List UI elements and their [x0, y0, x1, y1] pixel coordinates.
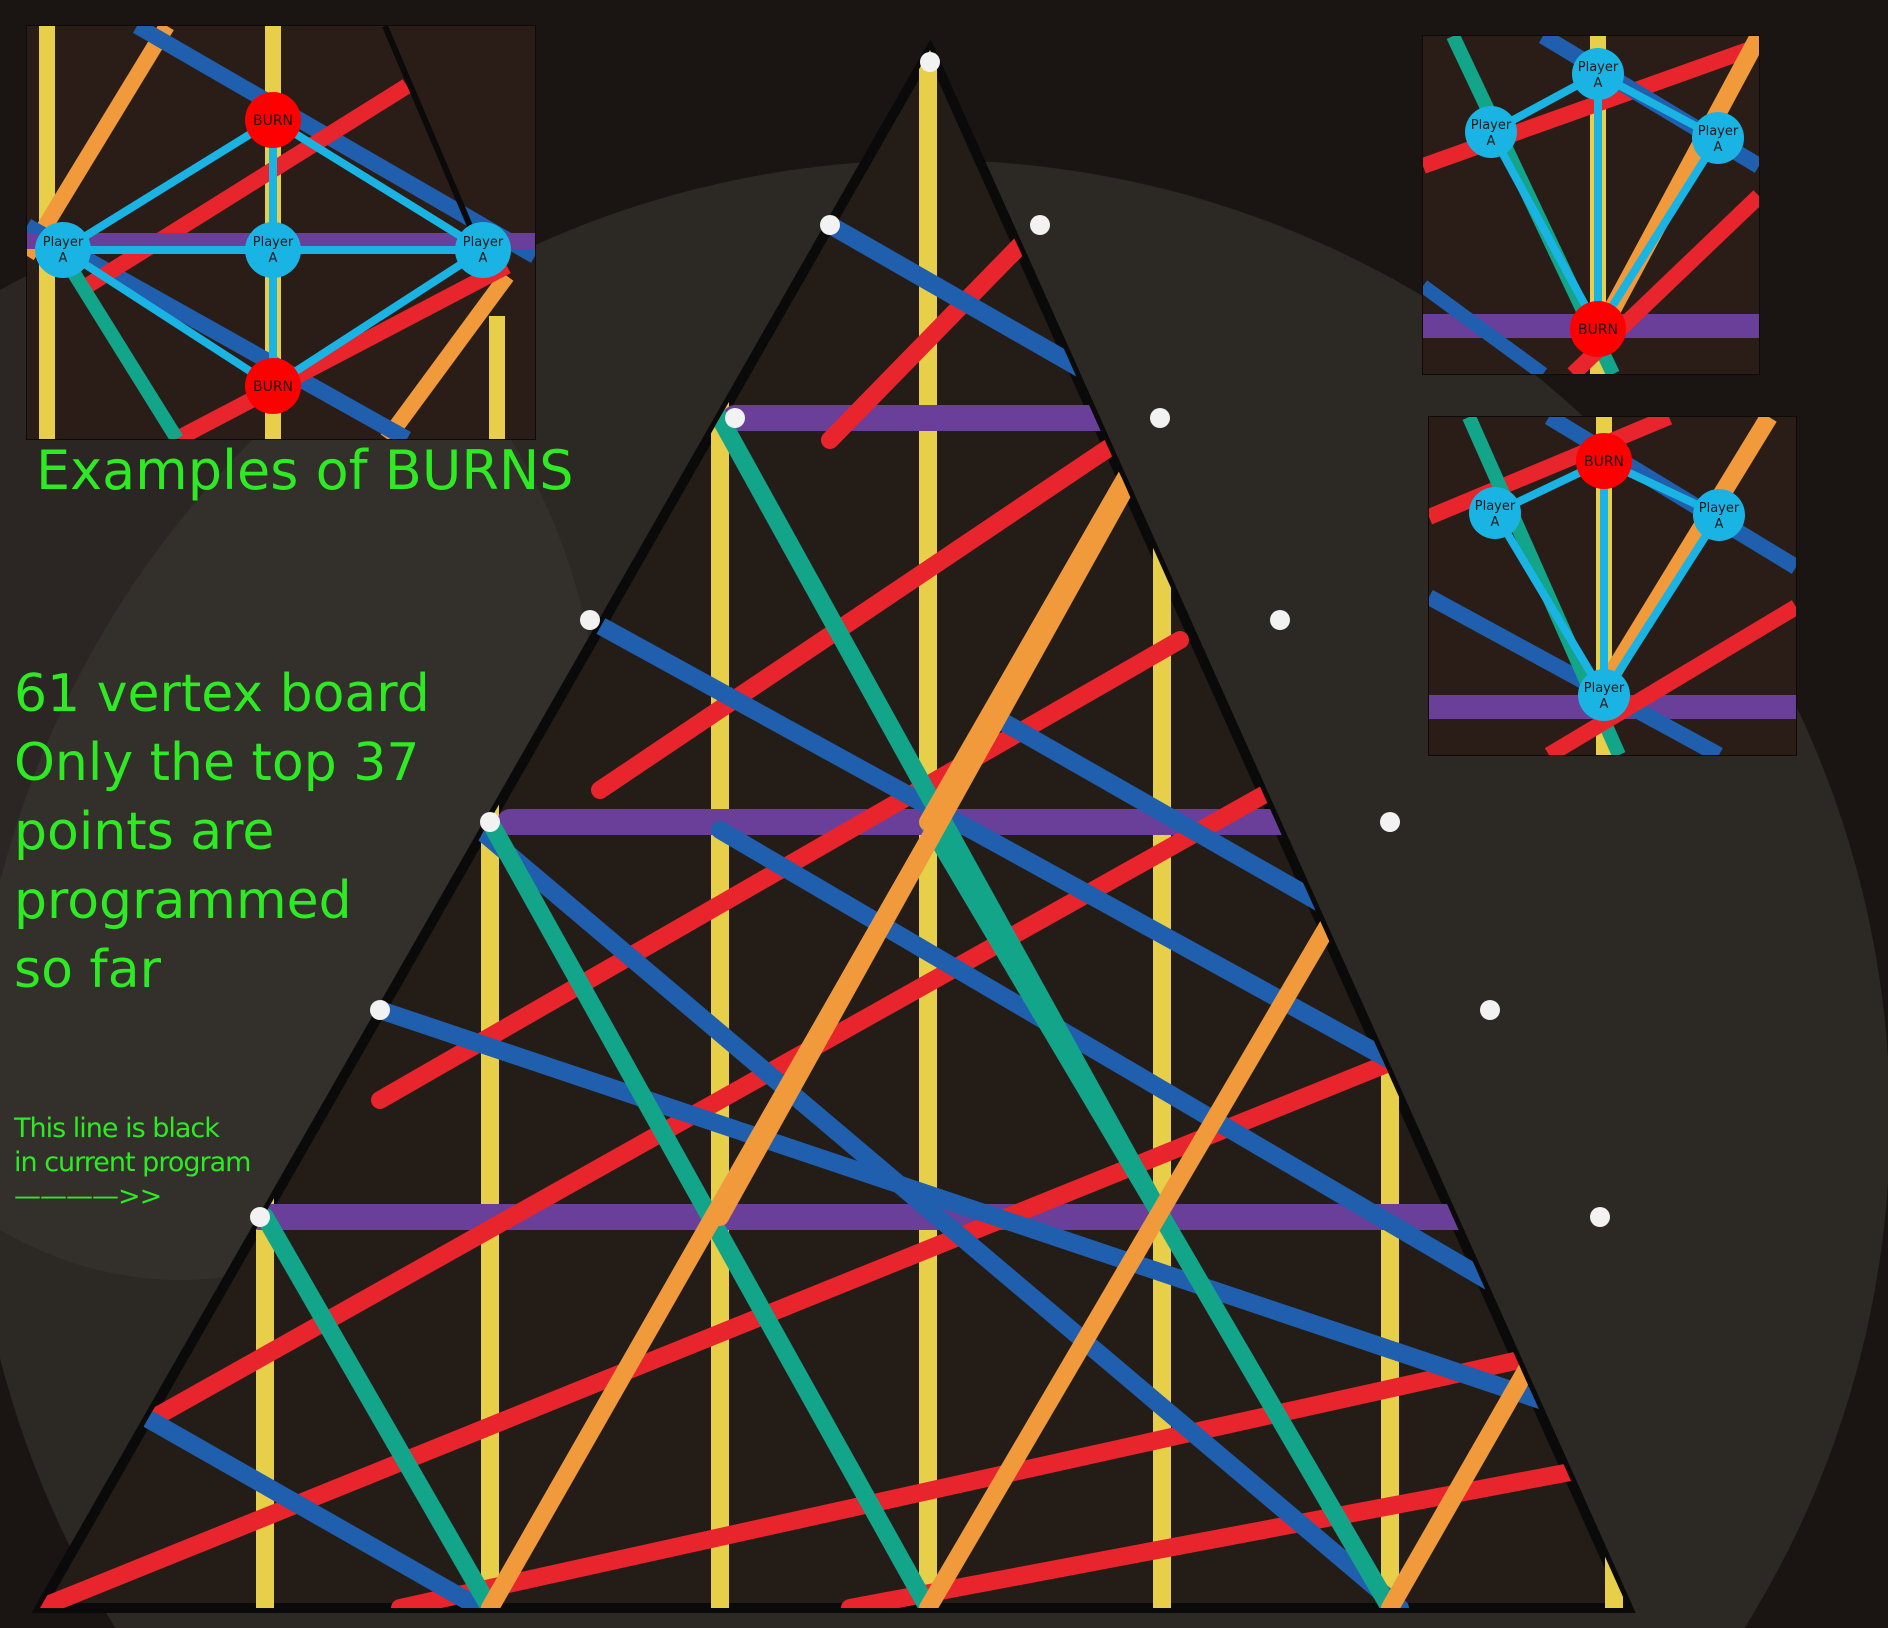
board-peg	[580, 610, 600, 630]
player-letter: A	[479, 251, 488, 266]
board-description-line: points are	[14, 802, 275, 862]
red-line	[591, 391, 1189, 799]
board-peg	[820, 215, 840, 235]
red-line	[391, 1311, 1628, 1608]
arrow-icon: ————>>	[14, 1181, 162, 1212]
player-label: Player	[463, 235, 504, 250]
burn-label: BURN	[253, 113, 293, 129]
player-letter: A	[1491, 515, 1500, 530]
board-pegs	[250, 52, 1610, 1227]
board-peg	[1480, 1000, 1500, 1020]
player-letter: A	[269, 251, 278, 266]
player-label: Player	[1584, 681, 1625, 696]
red-line	[141, 771, 1299, 1429]
burn-label: BURN	[1578, 322, 1618, 338]
board-description-line: programmed	[14, 871, 352, 931]
example-burn-bottom-right: BURN Player A Player A Player A	[1428, 416, 1797, 756]
teal-line	[256, 1208, 499, 1608]
board-peg	[920, 52, 940, 72]
red-line	[40, 1001, 1529, 1608]
blue-line	[471, 821, 1409, 1608]
board-description: 61 vertex board Only the top 37 points a…	[14, 660, 430, 1005]
player-letter: A	[1714, 140, 1723, 155]
note-line: This line is black	[14, 1113, 220, 1144]
teal-line	[919, 813, 1171, 1226]
teal-line	[1153, 1208, 1399, 1608]
board-peg	[370, 1000, 390, 1020]
player-letter: A	[59, 251, 68, 266]
board-peg	[1150, 408, 1170, 428]
red-line	[821, 216, 1049, 449]
player-node	[1465, 106, 1517, 158]
player-label: Player	[1578, 60, 1619, 75]
board-lines	[40, 50, 1628, 1608]
examples-caption: Examples of BURNS	[36, 439, 574, 502]
player-node	[1692, 112, 1744, 164]
blue-line	[141, 1411, 489, 1608]
burn-node	[245, 358, 301, 414]
player-node	[1693, 489, 1745, 541]
example-burn-top-right: Player A Player A Player A BURN	[1422, 35, 1760, 375]
player-node	[35, 222, 91, 278]
player-label: Player	[1471, 118, 1512, 133]
board-peg	[480, 812, 500, 832]
board-peg	[725, 408, 745, 428]
example-burn-triangle: BURN Player A Player A Player A BURN	[26, 25, 536, 440]
board-description-line: so far	[14, 940, 161, 1000]
player-label: Player	[1698, 124, 1739, 139]
player-node	[455, 222, 511, 278]
player-label: Player	[1699, 501, 1740, 516]
board-description-line: Only the top 37	[14, 733, 420, 793]
board-peg	[1270, 610, 1290, 630]
burn-node	[1570, 301, 1626, 357]
board-description-line: 61 vertex board	[14, 664, 430, 724]
player-node	[245, 222, 301, 278]
burn-node	[245, 92, 301, 148]
player-label: Player	[1475, 499, 1516, 514]
player-letter: A	[1600, 697, 1609, 712]
board-peg	[1030, 215, 1050, 235]
black-line-note: This line is black in current program ——…	[14, 1112, 251, 1214]
orange-line	[919, 811, 1399, 1608]
player-label: Player	[253, 235, 294, 250]
player-letter: A	[1487, 134, 1496, 149]
blue-line	[581, 611, 1399, 1069]
player-node	[1572, 48, 1624, 100]
note-line: in current program	[14, 1147, 251, 1178]
burn-label: BURN	[1584, 454, 1624, 470]
burn-label: BURN	[253, 379, 293, 395]
player-letter: A	[1715, 517, 1724, 532]
player-label: Player	[43, 235, 84, 250]
player-letter: A	[1594, 76, 1603, 91]
blue-line	[371, 1001, 1609, 1429]
orange-line	[481, 811, 949, 1608]
burn-node	[1576, 433, 1632, 489]
board-peg	[250, 1207, 270, 1227]
board-peg	[1380, 812, 1400, 832]
board-peg	[1590, 1207, 1610, 1227]
player-node	[1578, 669, 1630, 721]
player-node	[1469, 487, 1521, 539]
